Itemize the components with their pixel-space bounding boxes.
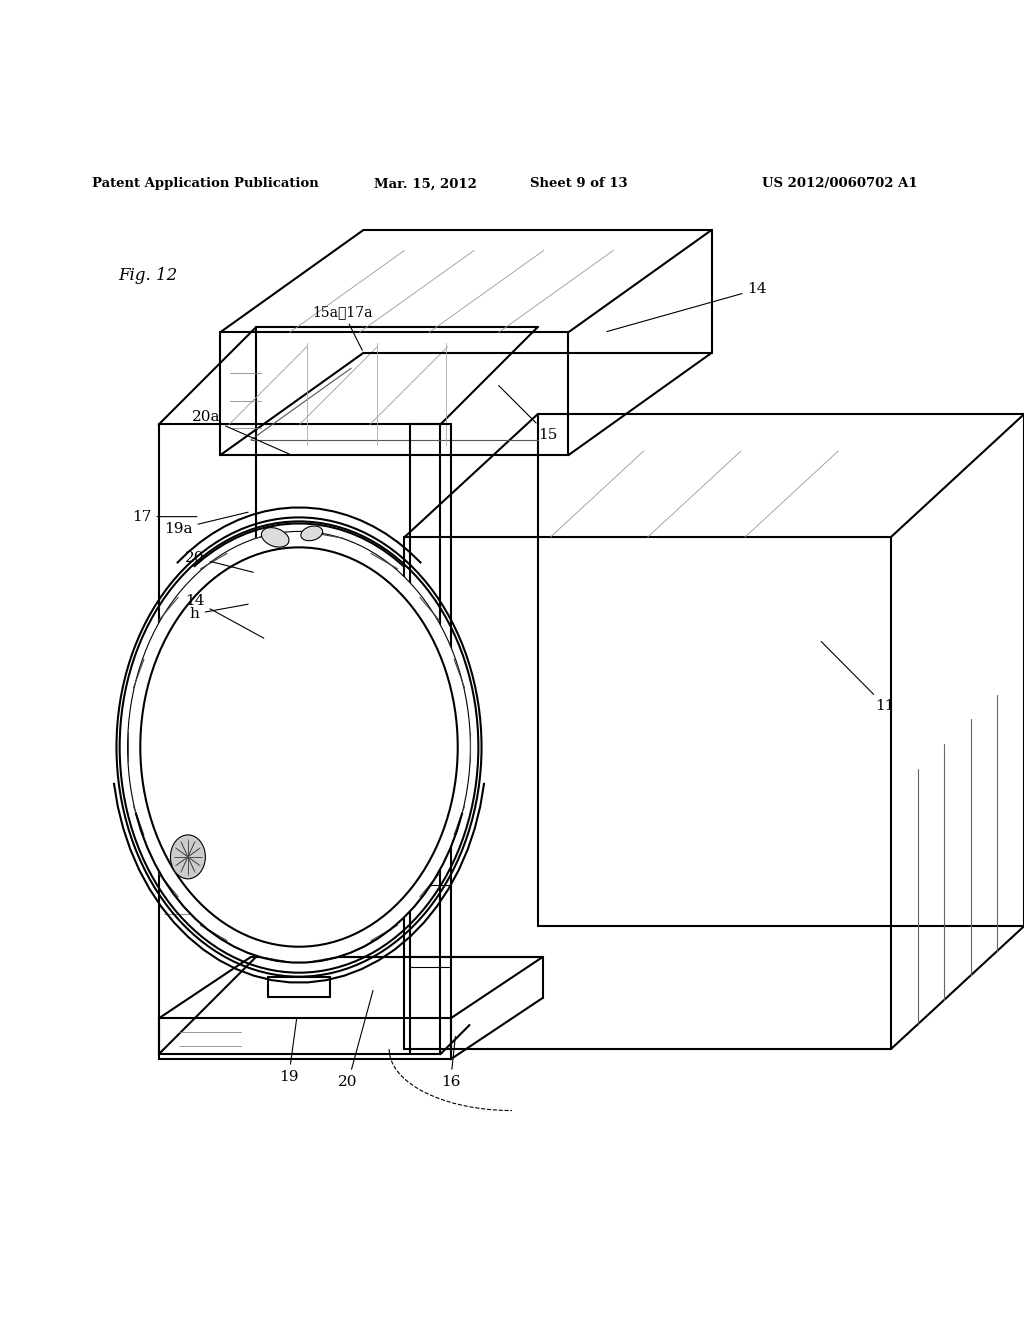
Text: 17: 17 — [132, 510, 197, 524]
Text: 20a: 20a — [191, 411, 290, 454]
Text: 14: 14 — [607, 282, 767, 331]
Text: 16: 16 — [440, 1036, 461, 1089]
Ellipse shape — [170, 834, 206, 879]
Text: 20: 20 — [185, 550, 253, 573]
Text: 20: 20 — [338, 990, 373, 1089]
Text: 19a: 19a — [164, 512, 248, 536]
Text: Patent Application Publication: Patent Application Publication — [92, 177, 318, 190]
Text: Fig. 12: Fig. 12 — [118, 268, 177, 285]
Text: Sheet 9 of 13: Sheet 9 of 13 — [529, 177, 628, 190]
Text: 19: 19 — [279, 1019, 299, 1084]
Text: 11: 11 — [821, 642, 895, 713]
Text: Mar. 15, 2012: Mar. 15, 2012 — [374, 177, 476, 190]
Text: 15: 15 — [499, 385, 557, 442]
Text: 14: 14 — [185, 594, 264, 638]
Text: 15a、17a: 15a、17a — [312, 305, 374, 350]
Text: US 2012/0060702 A1: US 2012/0060702 A1 — [762, 177, 918, 190]
Ellipse shape — [128, 532, 470, 962]
Text: h: h — [189, 605, 248, 620]
Ellipse shape — [261, 528, 289, 546]
Ellipse shape — [301, 527, 323, 541]
